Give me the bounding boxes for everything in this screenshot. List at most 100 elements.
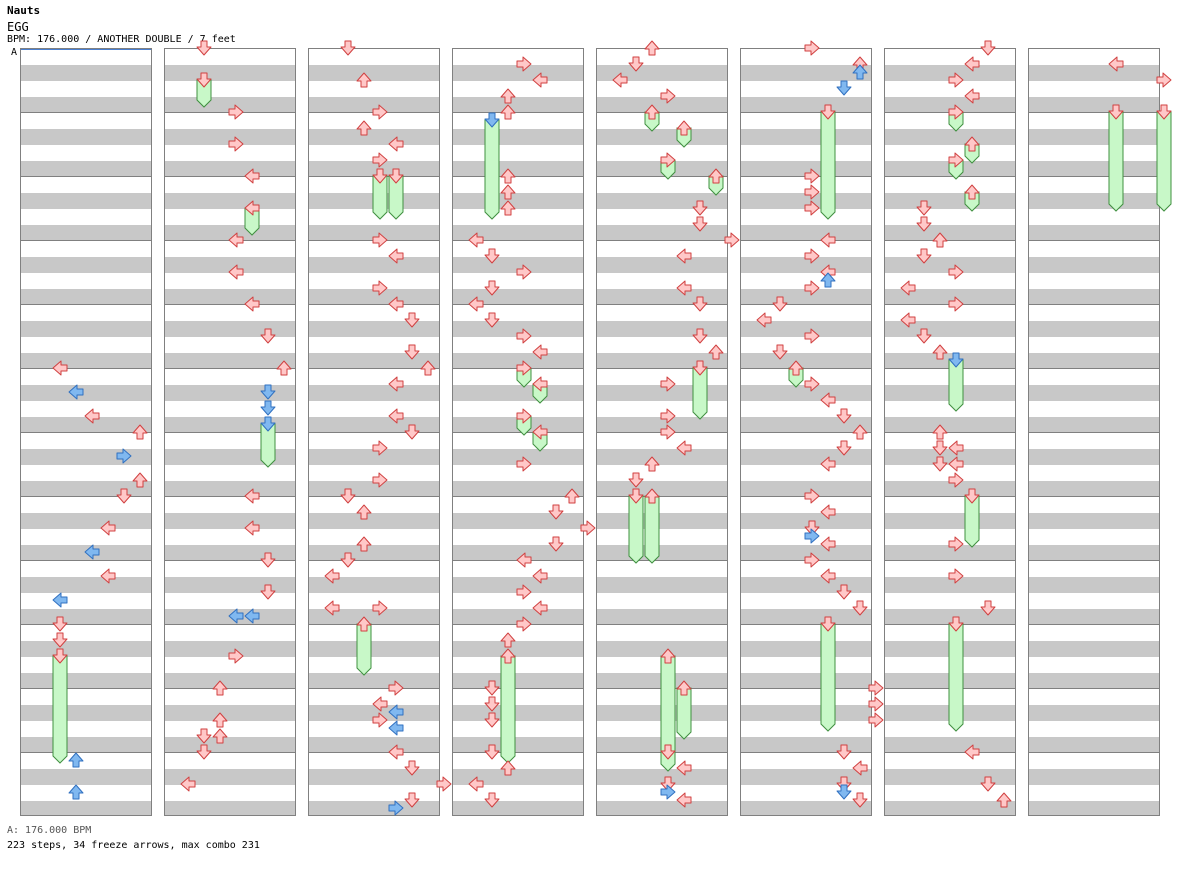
step-arrow-down-icon	[484, 792, 500, 808]
step-arrow-up-icon	[356, 72, 372, 88]
measure-line	[21, 624, 151, 625]
step-arrow-left-icon	[532, 600, 548, 616]
step-arrow-left-icon	[900, 280, 916, 296]
step-arrow-down-icon	[196, 744, 212, 760]
footer-stats: 223 steps, 34 freeze arrows, max combo 2…	[7, 840, 260, 851]
measure-line	[1029, 624, 1159, 625]
step-arrow-up-icon	[132, 424, 148, 440]
step-arrow-left-icon	[244, 296, 260, 312]
step-arrow-left-icon	[852, 760, 868, 776]
measure-line	[21, 176, 151, 177]
step-arrow-down-icon	[404, 424, 420, 440]
measure-line	[1029, 560, 1159, 561]
step-arrow-up-icon	[708, 344, 724, 360]
step-arrow-down-icon	[628, 56, 644, 72]
step-arrow-right-icon	[660, 152, 676, 168]
step-arrow-right-icon	[804, 280, 820, 296]
freeze-arrow-body	[1156, 111, 1172, 212]
step-arrow-down-icon	[404, 760, 420, 776]
step-arrow-up-icon	[132, 472, 148, 488]
measure-line	[21, 368, 151, 369]
step-arrow-right-icon	[660, 88, 676, 104]
step-arrow-up-icon	[212, 712, 228, 728]
measure-line	[453, 304, 583, 305]
step-arrow-right-icon	[516, 56, 532, 72]
freeze-arrow-body	[356, 623, 372, 676]
step-arrow-down-icon	[772, 344, 788, 360]
step-arrow-left-icon	[820, 456, 836, 472]
step-arrow-down-icon	[916, 200, 932, 216]
step-arrow-right-icon	[516, 328, 532, 344]
step-arrow-right-icon	[516, 456, 532, 472]
chart-column-8	[1028, 48, 1160, 816]
step-arrow-down-icon	[484, 744, 500, 760]
measure-line	[1029, 304, 1159, 305]
footer-bpm: A: 176.000 BPM	[7, 825, 92, 836]
chart-column-1	[20, 48, 152, 816]
step-arrow-down-icon	[196, 40, 212, 56]
step-arrow-up-icon	[420, 360, 436, 376]
step-arrow-left-icon	[388, 744, 404, 760]
step-arrow-down-icon	[772, 296, 788, 312]
freeze-arrow-body	[820, 111, 836, 220]
step-arrow-right-icon	[804, 184, 820, 200]
step-arrow-down-icon	[820, 104, 836, 120]
step-arrow-down-icon	[836, 784, 852, 800]
step-arrow-up-icon	[356, 504, 372, 520]
step-arrow-left-icon	[676, 440, 692, 456]
step-arrow-right-icon	[948, 152, 964, 168]
measure-line	[165, 176, 295, 177]
step-arrow-right-icon	[388, 800, 404, 816]
step-arrow-left-icon	[244, 520, 260, 536]
step-arrow-up-icon	[644, 104, 660, 120]
step-arrow-right-icon	[372, 152, 388, 168]
step-arrow-right-icon	[804, 328, 820, 344]
freeze-arrow-body	[676, 687, 692, 740]
measure-line	[597, 304, 727, 305]
measure-line	[453, 688, 583, 689]
step-arrow-up-icon	[356, 616, 372, 632]
measure-line	[453, 432, 583, 433]
step-arrow-down-icon	[628, 472, 644, 488]
step-arrow-up-icon	[500, 104, 516, 120]
measure-line	[165, 688, 295, 689]
song-artist: EGG	[7, 20, 29, 34]
measure-line	[309, 624, 439, 625]
step-arrow-right-icon	[948, 264, 964, 280]
step-arrow-left-icon	[228, 232, 244, 248]
freeze-arrow-body	[52, 655, 68, 764]
step-arrow-left-icon	[388, 296, 404, 312]
measure-line	[309, 752, 439, 753]
step-arrow-down-icon	[404, 344, 420, 360]
step-arrow-left-icon	[948, 440, 964, 456]
measure-line	[165, 624, 295, 625]
step-arrow-left-icon	[516, 552, 532, 568]
measure-line	[21, 112, 151, 113]
step-arrow-down-icon	[964, 488, 980, 504]
step-arrow-down-icon	[628, 488, 644, 504]
measure-line	[597, 624, 727, 625]
step-arrow-left-icon	[84, 408, 100, 424]
step-arrow-up-icon	[708, 168, 724, 184]
step-arrow-down-icon	[916, 248, 932, 264]
step-arrow-down-icon	[52, 632, 68, 648]
freeze-arrow-body	[644, 495, 660, 564]
step-arrow-down-icon	[260, 552, 276, 568]
step-arrow-up-icon	[932, 344, 948, 360]
measure-line	[597, 240, 727, 241]
step-arrow-down-icon	[484, 280, 500, 296]
step-arrow-right-icon	[516, 584, 532, 600]
step-arrow-down-icon	[852, 600, 868, 616]
measure-line	[309, 432, 439, 433]
step-arrow-right-icon	[804, 552, 820, 568]
step-arrow-up-icon	[500, 648, 516, 664]
measure-line	[21, 688, 151, 689]
step-arrow-right-icon	[804, 200, 820, 216]
step-arrow-down-icon	[692, 296, 708, 312]
step-arrow-left-icon	[388, 376, 404, 392]
step-arrow-left-icon	[820, 536, 836, 552]
step-arrow-left-icon	[900, 312, 916, 328]
step-arrow-left-icon	[820, 392, 836, 408]
step-arrow-right-icon	[516, 360, 532, 376]
step-arrow-down-icon	[388, 168, 404, 184]
